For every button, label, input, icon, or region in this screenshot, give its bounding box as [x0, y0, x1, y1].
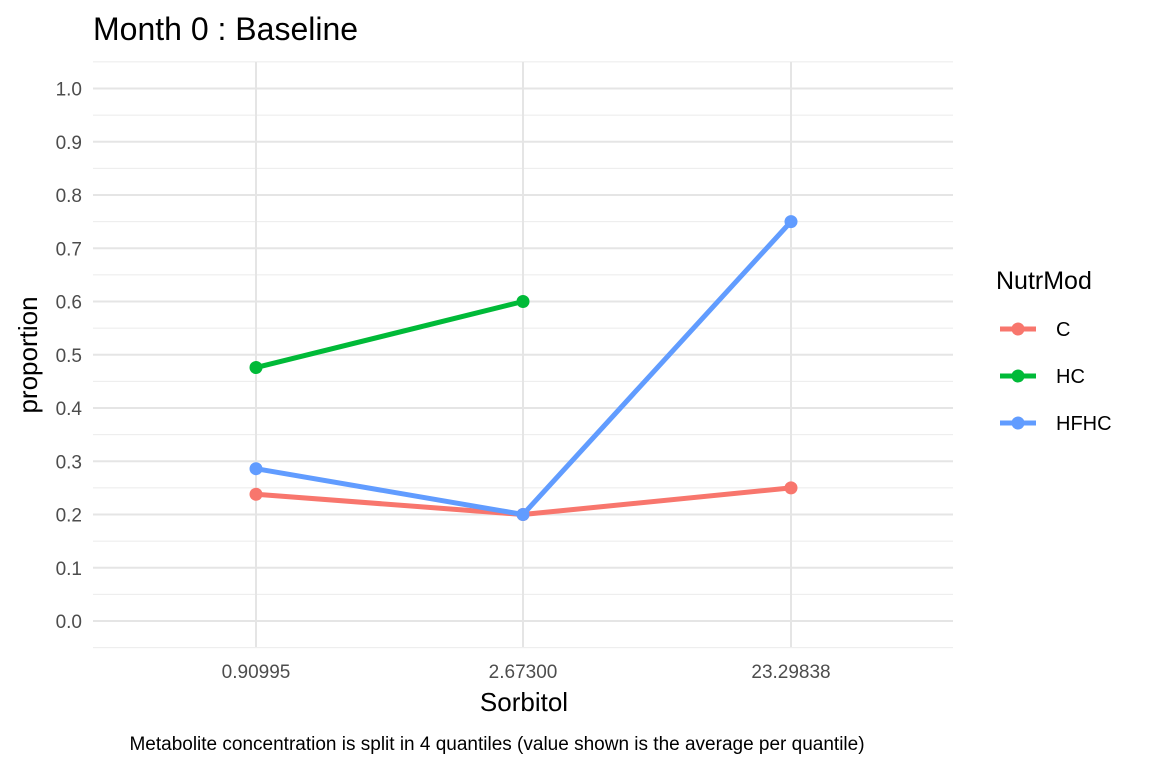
y-tick-label: 0.7 [56, 239, 82, 260]
legend-items: C HC HFHC [1000, 319, 1112, 435]
y-tick-label: 0.5 [56, 346, 82, 367]
legend-label: HC [1056, 366, 1085, 388]
data-point-hfhc [784, 215, 798, 229]
legend-key-point [1011, 416, 1025, 430]
x-axis-label: Sorbitol [480, 687, 568, 717]
legend: NutrMod C HC HFHC [996, 267, 1112, 435]
series-layer [249, 215, 798, 521]
chart-caption: Metabolite concentration is split in 4 q… [129, 734, 864, 755]
legend-item-hfhc: HFHC [1000, 413, 1112, 435]
chart-title: Month 0 : Baseline [93, 11, 358, 47]
y-tick-label: 1.0 [56, 80, 82, 101]
y-tick-label: 0.8 [56, 186, 82, 207]
legend-key-point [1011, 322, 1025, 336]
data-point-c [249, 487, 263, 501]
y-axis-label: proportion [13, 296, 43, 413]
y-tick-label: 0.3 [56, 452, 82, 473]
legend-item-c: C [1000, 319, 1070, 341]
legend-title: NutrMod [996, 267, 1092, 295]
y-tick-label: 0.2 [56, 506, 82, 527]
series-hc [249, 295, 530, 375]
data-point-hc [249, 361, 263, 375]
legend-label: HFHC [1056, 413, 1112, 435]
y-axis-ticks: 0.0 0.1 0.2 0.3 0.4 0.5 0.6 0.7 0.8 0.9 1.0 [56, 80, 83, 634]
y-tick-label: 0.6 [56, 293, 82, 314]
series-hfhc [249, 215, 798, 521]
x-tick-label: 2.67300 [489, 662, 558, 683]
data-point-c [784, 481, 798, 495]
y-tick-label: 0.9 [56, 133, 82, 154]
series-line-hc [255, 299, 524, 370]
data-point-hfhc [249, 462, 263, 476]
legend-label: C [1056, 319, 1070, 341]
legend-item-hc: HC [1000, 366, 1085, 388]
y-tick-label: 0.1 [56, 559, 82, 580]
x-axis-ticks: 0.90995 2.67300 23.29838 [222, 662, 831, 683]
legend-key-point [1011, 369, 1025, 383]
data-point-hc [516, 295, 530, 308]
y-tick-label: 0.4 [56, 399, 83, 420]
x-tick-label: 23.29838 [751, 662, 830, 683]
y-tick-label: 0.0 [56, 612, 82, 633]
data-point-hfhc [516, 508, 530, 521]
x-tick-label: 0.90995 [222, 662, 291, 683]
